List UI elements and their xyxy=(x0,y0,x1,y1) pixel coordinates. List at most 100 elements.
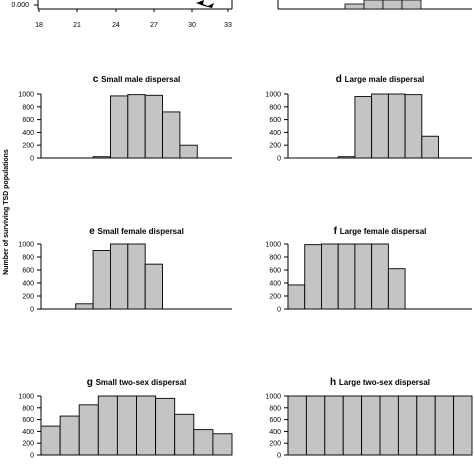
bar xyxy=(287,284,306,310)
panel-f: f Large female dispersal 0 200 400 600 800 100… xyxy=(265,226,472,314)
top-fragment: 0.000 18 21 24 27 30 33 xyxy=(11,0,472,29)
y-tick-label: 200 xyxy=(22,294,34,301)
bar xyxy=(361,395,381,456)
panel-c: c Small male dispersal 0 200 400 600 800 1000 xyxy=(18,74,232,163)
fragment-xtick-label: 33 xyxy=(224,22,232,29)
bar xyxy=(110,95,129,159)
bar xyxy=(97,395,118,456)
y-tick-label: 0 xyxy=(277,307,281,314)
bar xyxy=(127,243,146,310)
panel-e: e Small female dispersal 0 200 400 600 800 100… xyxy=(18,226,232,314)
bar xyxy=(110,243,129,310)
panel-title: f Large female dispersal xyxy=(334,226,427,237)
fragment-xtick-label: 27 xyxy=(150,22,158,29)
y-tick-label: 0 xyxy=(277,156,281,163)
y-tick-label: 600 xyxy=(269,268,281,275)
y-tick-label: 600 xyxy=(22,117,34,124)
y-tick-label: 1000 xyxy=(265,394,281,401)
bar xyxy=(371,243,389,310)
fragment-xtick-label: 18 xyxy=(35,22,43,29)
y-tick-label: 600 xyxy=(269,417,281,424)
fragment-xtick-label: 30 xyxy=(188,22,196,29)
y-tick-label: 400 xyxy=(269,429,281,436)
panel-g: g Small two-sex dispersal 0 200 400 600 800 10… xyxy=(18,377,233,460)
bar xyxy=(397,395,418,456)
bar xyxy=(174,413,195,456)
bar xyxy=(40,425,61,456)
y-tick-label: 800 xyxy=(22,104,34,111)
bar xyxy=(304,244,322,310)
bar xyxy=(116,395,137,456)
fragment-right-bar xyxy=(363,0,384,10)
y-tick-label: 0 xyxy=(30,156,34,163)
bar xyxy=(92,156,111,159)
y-tick-label: 800 xyxy=(22,405,34,412)
panels: c Small male dispersal02004006008001000d… xyxy=(18,74,473,460)
bar xyxy=(387,93,406,159)
y-tick-label: 0 xyxy=(277,453,281,460)
y-tick-label: 200 xyxy=(22,143,34,150)
panel-letter: d xyxy=(336,74,345,85)
y-tick-label: 800 xyxy=(269,405,281,412)
bar xyxy=(404,94,423,159)
y-tick-label: 200 xyxy=(269,441,281,448)
fragment-xtick-label: 24 xyxy=(112,22,120,29)
y-tick-label: 200 xyxy=(269,294,281,301)
y-tick-label: 0 xyxy=(30,453,34,460)
bar xyxy=(92,250,111,310)
bar xyxy=(144,263,163,310)
y-tick-label: 400 xyxy=(269,281,281,288)
bar xyxy=(155,397,176,456)
y-tick-label: 400 xyxy=(22,429,34,436)
panel-h: h Large two-sex dispersal 0 200 400 600 800 10… xyxy=(265,377,473,460)
bar xyxy=(59,415,80,456)
panel-title-text: Small two-sex dispersal xyxy=(96,378,187,387)
bar xyxy=(379,395,399,456)
y-tick-label: 1000 xyxy=(18,394,34,401)
bar xyxy=(324,395,344,456)
y-tick-label: 400 xyxy=(22,130,34,137)
y-tick-label: 600 xyxy=(22,268,34,275)
bar xyxy=(179,144,198,159)
bar xyxy=(337,156,356,159)
panel-title: d Large male dispersal xyxy=(336,74,424,85)
fragment-right-bar xyxy=(401,0,422,10)
y-tick-label: 200 xyxy=(22,441,34,448)
y-tick-label: 1000 xyxy=(265,92,281,99)
panel-letter: h xyxy=(330,377,339,388)
bar xyxy=(453,395,473,456)
fragment-right-bar xyxy=(344,3,365,10)
panel-title: e Small female dispersal xyxy=(89,226,184,237)
y-axis-label: Number of surviving TSD populations xyxy=(3,149,10,275)
bar xyxy=(193,429,214,456)
bar xyxy=(337,243,356,310)
bar xyxy=(371,93,389,159)
fragment-xtick-label: 21 xyxy=(73,22,81,29)
panel-letter: g xyxy=(87,377,96,388)
y-tick-label: 800 xyxy=(269,255,281,262)
panel-title: h Large two-sex dispersal xyxy=(330,377,430,388)
bar xyxy=(354,96,373,159)
bar xyxy=(342,395,363,456)
bar xyxy=(144,94,163,159)
y-tick-label: 600 xyxy=(269,117,281,124)
panel-letter: e xyxy=(89,226,97,237)
bar xyxy=(75,303,94,310)
panel-title-text: Large two-sex dispersal xyxy=(339,378,430,387)
bar xyxy=(162,111,181,159)
fragment-ytick-label: 0.000 xyxy=(11,2,29,9)
panel-title: g Small two-sex dispersal xyxy=(87,377,187,388)
panel-title-text: Small female dispersal xyxy=(98,227,184,236)
y-tick-label: 600 xyxy=(22,417,34,424)
bar xyxy=(287,395,307,456)
y-tick-label: 1000 xyxy=(18,92,34,99)
y-tick-label: 800 xyxy=(22,255,34,262)
bar xyxy=(212,433,233,456)
y-tick-label: 400 xyxy=(22,281,34,288)
bar xyxy=(354,243,373,310)
y-tick-label: 0 xyxy=(30,307,34,314)
fragment-curve-ink xyxy=(196,0,214,8)
bar xyxy=(127,94,146,159)
bar xyxy=(136,395,157,456)
